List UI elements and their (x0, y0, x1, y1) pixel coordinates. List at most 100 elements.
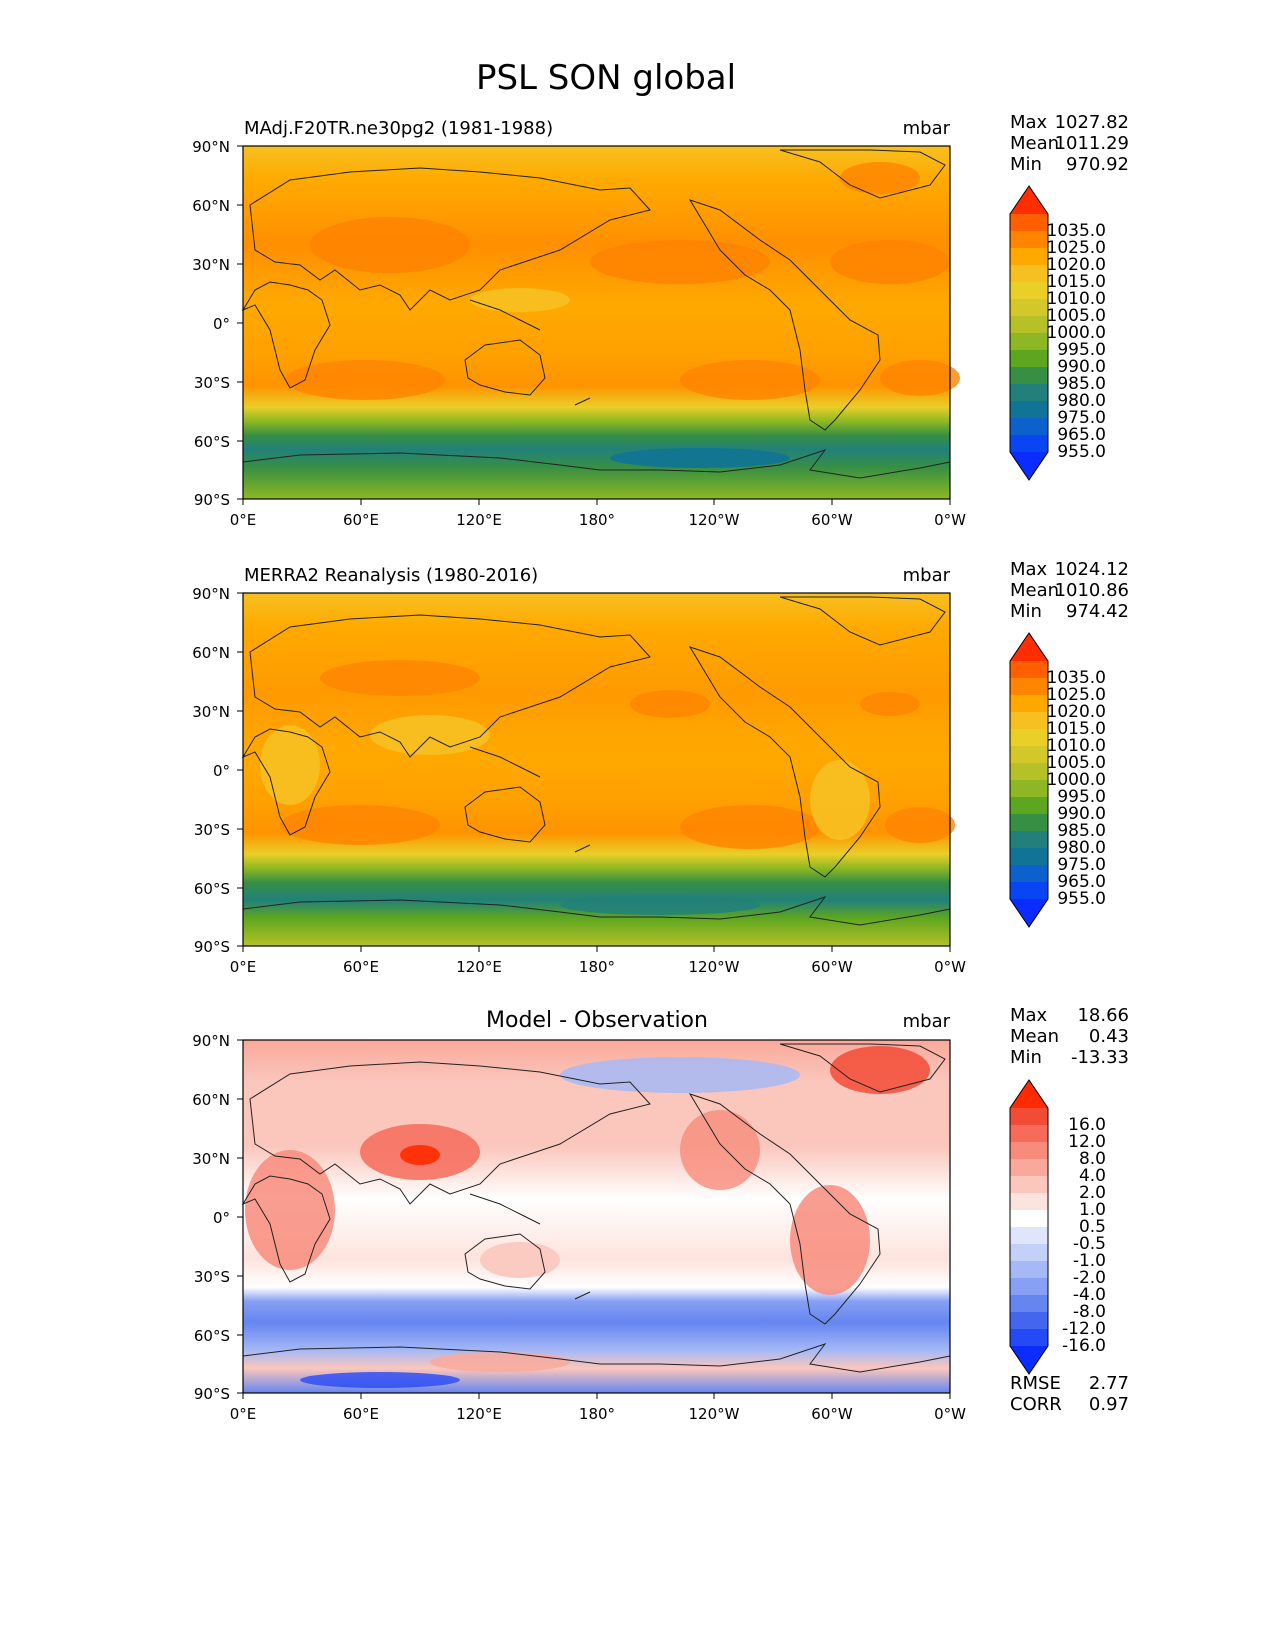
lon-tick-label: 60°W (811, 511, 853, 529)
colorbar-segment (1010, 401, 1048, 419)
colorbar-tick-label: 1.0 (1079, 1200, 1106, 1220)
map-field (241, 592, 955, 947)
metric-value: 0.97 (1089, 1394, 1129, 1415)
colorbar-segment (1010, 1261, 1048, 1279)
colorbar-tick-label: 1025.0 (1047, 685, 1106, 705)
colorbar-extend-max (1010, 186, 1048, 214)
colorbar-tick-label: 1015.0 (1047, 272, 1106, 292)
lat-tick-label: 90°S (194, 491, 230, 509)
lat-tick-label: 60°N (192, 197, 230, 215)
colorbar-segment (1010, 780, 1048, 798)
lon-tick-label: 180° (579, 1405, 615, 1423)
colorbar-tick-label: 1015.0 (1047, 719, 1106, 739)
stat-value: 0.43 (1089, 1026, 1129, 1047)
map-field (241, 145, 960, 500)
colorbar-segment (1010, 712, 1048, 730)
colorbar-segment (1010, 1278, 1048, 1296)
colorbar-segment (1010, 1227, 1048, 1245)
panel-center-title: Model - Observation (486, 1008, 708, 1033)
lon-axis: 0°E 60°E 120°E 180° 120°W 60°W 0°W (230, 946, 966, 976)
lon-tick-label: 0°W (934, 511, 966, 529)
colorbar-tick-label: -12.0 (1062, 1319, 1106, 1339)
colorbar-segment (1010, 814, 1048, 832)
lon-tick-label: 60°E (343, 1405, 379, 1423)
stat-label: Min (1010, 601, 1042, 622)
colorbar-segment (1010, 1210, 1048, 1228)
colorbar-tick-label: 985.0 (1057, 374, 1106, 394)
lon-tick-label: 0°W (934, 958, 966, 976)
metric-label: CORR (1010, 1394, 1062, 1415)
colorbar-segment (1010, 797, 1048, 815)
stat-value: 1010.86 (1055, 580, 1129, 601)
colorbar-segment (1010, 231, 1048, 249)
colorbar-tick-label: -4.0 (1073, 1285, 1106, 1305)
colorbar-tick-label: 975.0 (1057, 408, 1106, 428)
colorbar-tick-label: -0.5 (1073, 1234, 1106, 1254)
panel-left-title: MAdj.F20TR.ne30pg2 (1981-1988) (244, 118, 553, 139)
lat-tick-label: 30°N (192, 256, 230, 274)
lon-tick-label: 180° (579, 958, 615, 976)
panel-units: mbar (903, 565, 951, 586)
colorbar-tick-label: -16.0 (1062, 1336, 1106, 1356)
colorbar-tick-label: 1035.0 (1047, 221, 1106, 241)
map-field (241, 1039, 951, 1394)
colorbar-outline (1009, 632, 1049, 928)
colorbar-segment (1010, 316, 1048, 334)
lat-tick-label: 30°S (194, 821, 230, 839)
lon-tick-label: 120°W (689, 958, 740, 976)
lat-tick-label: 60°N (192, 644, 230, 662)
colorbar-outline (1009, 185, 1049, 481)
colorbar-segment (1010, 214, 1048, 232)
colorbar-tick-label: 1010.0 (1047, 289, 1106, 309)
metric-value: 2.77 (1089, 1373, 1129, 1394)
colorbar-extend-min (1010, 899, 1048, 927)
lat-tick-label: 30°N (192, 703, 230, 721)
stat-label: Min (1010, 1047, 1042, 1068)
lat-tick-label: 30°S (194, 1268, 230, 1286)
colorbar-segment (1010, 746, 1048, 764)
colorbar-tick-label: 16.0 (1068, 1115, 1106, 1135)
colorbar-segment (1010, 1108, 1048, 1126)
lon-tick-label: 0°W (934, 1405, 966, 1423)
colorbar-tick-label: 1020.0 (1047, 702, 1106, 722)
colorbar-tick-label: 1025.0 (1047, 238, 1106, 258)
stat-label: Min (1010, 154, 1042, 175)
colorbar-tick-label: -2.0 (1073, 1268, 1106, 1288)
colorbar-segment (1010, 763, 1048, 781)
lat-tick-label: 60°S (194, 433, 230, 451)
colorbar-segment (1010, 299, 1048, 317)
colorbar-segment (1010, 265, 1048, 283)
stat-value: 1011.29 (1055, 133, 1129, 154)
lat-tick-label: 0° (213, 315, 230, 333)
colorbar-tick-label: 965.0 (1057, 425, 1106, 445)
colorbar-segment (1010, 882, 1048, 900)
metric-label: RMSE (1010, 1373, 1061, 1394)
lat-tick-label: 60°S (194, 880, 230, 898)
lon-tick-label: 120°E (456, 1405, 502, 1423)
panel-model: MAdj.F20TR.ne30pg2 (1981-1988) mbar (192, 112, 1129, 529)
colorbar-tick-label: 12.0 (1068, 1132, 1106, 1152)
colorbar-tick-label: 955.0 (1057, 442, 1106, 462)
colorbar-segment (1010, 418, 1048, 436)
metrics-block: RMSE 2.77 CORR 0.97 (1010, 1373, 1129, 1415)
stat-label: Mean (1010, 133, 1059, 154)
colorbar-tick-label: 1020.0 (1047, 255, 1106, 275)
colorbar-tick-label: 4.0 (1079, 1166, 1106, 1186)
stat-label: Mean (1010, 580, 1059, 601)
colorbar-tick-label: 990.0 (1057, 804, 1106, 824)
colorbar-segment (1010, 1312, 1048, 1330)
lon-axis: 0°E 60°E 120°E 180° 120°W 60°W 0°W (230, 499, 966, 529)
panel-left-title: MERRA2 Reanalysis (1980-2016) (244, 565, 538, 586)
colorbar-segment (1010, 1295, 1048, 1313)
colorbar-segment (1010, 1329, 1048, 1347)
colorbar-tick-label: 1010.0 (1047, 736, 1106, 756)
colorbar-tick-label: 995.0 (1057, 340, 1106, 360)
lon-tick-label: 180° (579, 511, 615, 529)
lat-tick-label: 90°N (192, 585, 230, 603)
colorbar-tick-label: 985.0 (1057, 821, 1106, 841)
colorbar-tick-label: 1000.0 (1047, 323, 1106, 343)
lat-tick-label: 30°N (192, 1150, 230, 1168)
stats-block: Max 1027.82 Mean 1011.29 Min 970.92 (1010, 112, 1129, 175)
colorbar-tick-label: 2.0 (1079, 1183, 1106, 1203)
colorbar: 1035.01025.01020.01015.01010.01005.01000… (1009, 632, 1106, 928)
